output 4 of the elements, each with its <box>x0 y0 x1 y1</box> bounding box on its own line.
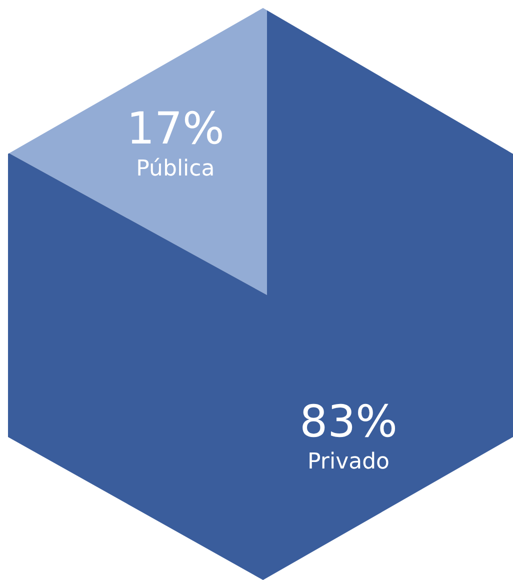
data-label: 17% <box>126 104 224 155</box>
slice-label: Pública <box>136 156 215 182</box>
data-label: 83% <box>300 396 398 448</box>
slice-label: Privado <box>308 449 390 474</box>
